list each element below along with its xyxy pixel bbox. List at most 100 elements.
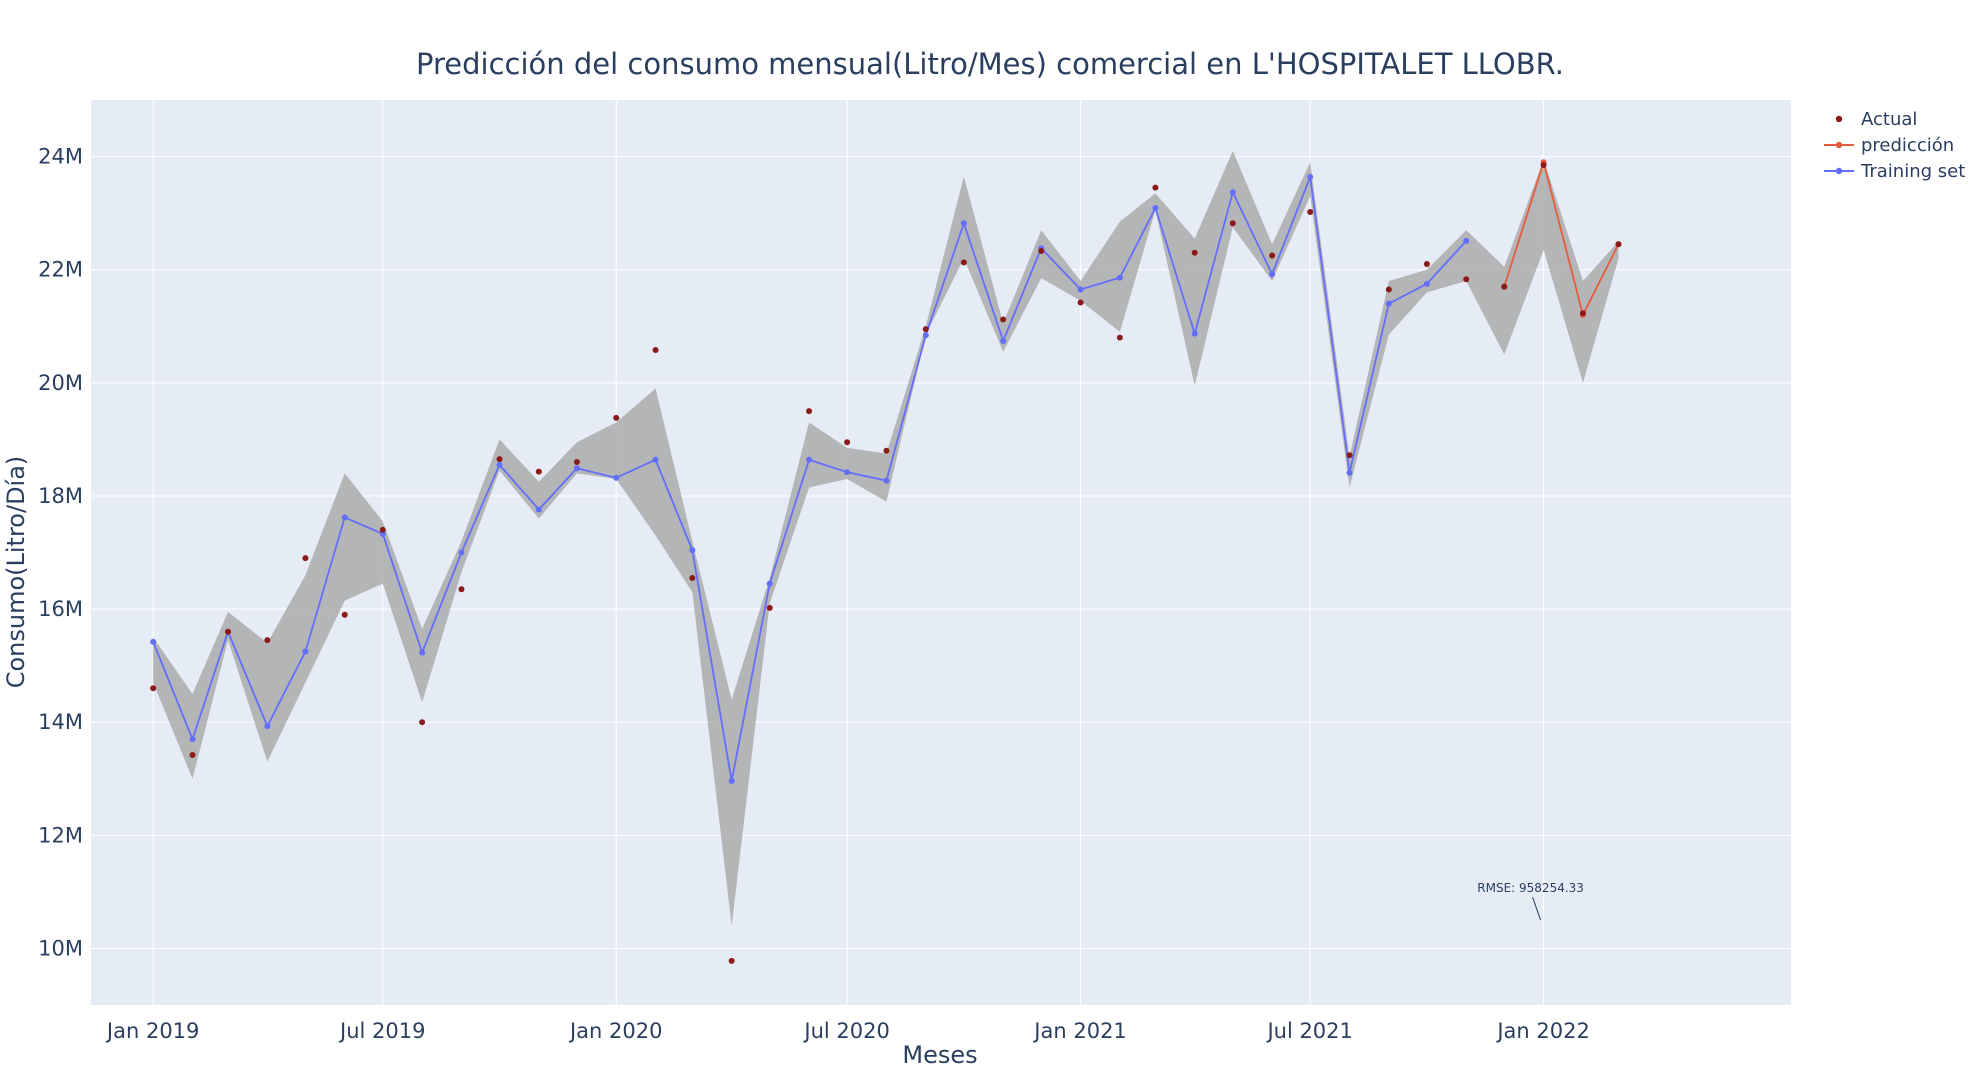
x-tick-label: Jul 2021 [1265,1019,1352,1043]
training-point [1463,237,1470,244]
actual-point [264,637,271,644]
actual-point [728,957,735,964]
actual-point [960,259,967,266]
training-point [766,580,773,587]
training-point [652,456,659,463]
annotation-text: RMSE: 958254.33 [1477,881,1584,895]
legend-actual-label: Actual [1861,109,1917,130]
legend-actual-marker [1835,115,1843,123]
actual-point [922,326,929,333]
training-point [189,736,196,743]
actual-point [341,611,348,618]
training-point [1385,300,1392,307]
actual-point [1307,208,1314,215]
training-point [844,469,851,476]
actual-point [189,751,196,758]
x-tick-label: Jan 2020 [568,1019,663,1043]
actual-point [150,685,157,692]
actual-point [1229,220,1236,227]
training-point [1307,173,1314,180]
y-tick-label: 20M [38,371,83,395]
training-point [1116,274,1123,281]
actual-point [766,604,773,611]
training-point [419,649,426,656]
actual-point [1615,241,1622,248]
training-point [806,456,813,463]
actual-point [496,456,503,463]
rmse-annotation: RMSE: 958254.33 [1477,881,1584,921]
training-point [1152,205,1159,212]
x-tick-label: Jan 2022 [1495,1019,1590,1043]
actual-point [535,468,542,475]
actual-point [458,586,465,593]
actual-point [1269,252,1276,259]
actual-point [1116,334,1123,341]
y-tick-label: 24M [38,145,83,169]
actual-point [689,574,696,581]
training-point [728,778,735,785]
x-axis-title: Meses [902,1041,977,1069]
y-tick-label: 14M [38,710,83,734]
actual-point [1579,310,1586,317]
actual-point [1191,249,1198,256]
legend-prediction-marker [1835,141,1843,149]
actual-point [613,414,620,421]
actual-point [573,459,580,465]
actual-point [1152,184,1159,191]
training-point [1191,330,1198,337]
actual-point [652,347,659,354]
actual-point [1463,276,1470,283]
legend-training-label: Training set [1860,161,1965,182]
training-point [458,549,465,556]
training-point [960,220,967,227]
actual-point [302,555,309,562]
y-tick-label: 12M [38,823,83,847]
training-point [535,506,542,513]
training-point [1269,271,1276,278]
actual-point [1540,162,1547,169]
actual-point [806,408,813,415]
y-tick-label: 22M [38,258,83,282]
y-tick-label: 18M [38,484,83,508]
actual-point [225,628,232,635]
y-axis-ticks: 10M 12M 14M 16M 18M 20M 22M 24M [38,145,83,961]
training-point [302,648,309,655]
training-point [1077,286,1084,293]
actual-point [1501,283,1508,290]
actual-point [1077,299,1084,306]
training-point [1423,280,1430,287]
training-point [150,638,157,645]
actual-point [883,447,890,454]
actual-point [379,526,386,533]
y-tick-label: 10M [38,936,83,960]
legend-prediction-label: predicción [1861,135,1954,156]
actual-point [1423,261,1430,268]
x-tick-label: Jul 2019 [338,1019,425,1043]
actual-point [1385,286,1392,293]
actual-point [1000,316,1007,323]
training-point [573,465,580,472]
actual-point [419,719,426,726]
training-point [689,547,696,554]
legend: Actual predicción Training set [1824,109,1965,182]
training-point [613,474,620,481]
training-point [883,477,890,484]
x-tick-label: Jan 2021 [1032,1019,1127,1043]
legend-training-marker [1835,167,1843,175]
training-point [341,514,348,521]
x-tick-label: Jan 2019 [105,1019,200,1043]
x-axis-ticks: Jan 2019 Jul 2019 Jan 2020 Jul 2020 Jan 2021… [105,1019,1590,1043]
training-point [922,332,929,339]
y-axis-title: Consumo(Litro/Día) [2,456,30,689]
x-tick-label: Jul 2020 [802,1019,889,1043]
actual-point [1346,452,1353,459]
training-point [264,723,271,730]
training-point [496,461,503,468]
training-point [1229,189,1236,196]
annotation-arrow [1532,896,1542,921]
actual-point [844,439,851,446]
actual-point [1038,248,1045,255]
chart-title: Predicción del consumo mensual(Litro/Mes… [416,47,1564,81]
training-point [1000,337,1007,344]
